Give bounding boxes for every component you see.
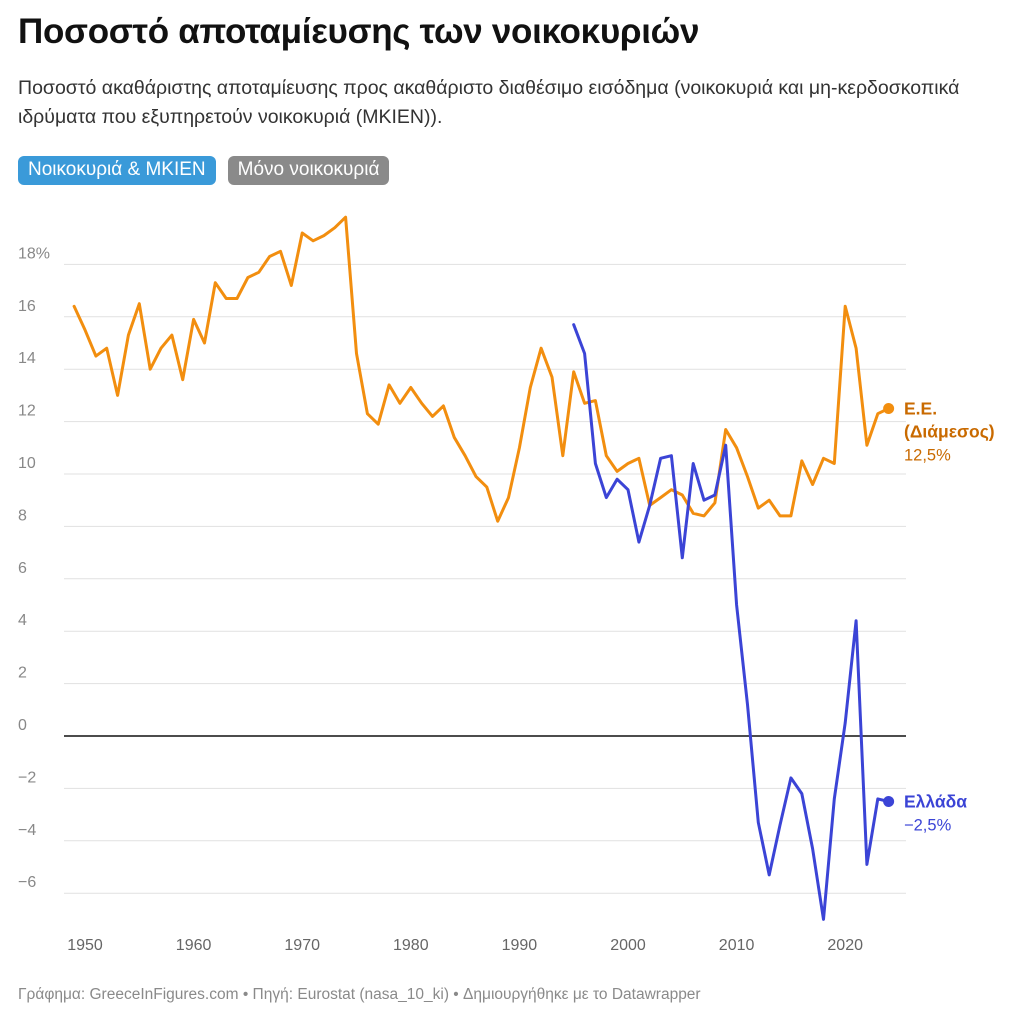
chart-title: Ποσοστό αποταμίευσης των νοικοκυριών bbox=[18, 12, 700, 51]
grid-lines bbox=[64, 263, 906, 894]
toggle-households-npish[interactable]: Νοικοκυριά & MKIEN bbox=[18, 156, 216, 185]
x-tick-label: 1990 bbox=[502, 937, 538, 954]
series-toggle-group: Νοικοκυριά & MKIEN Μόνο νοικοκυριά bbox=[18, 156, 390, 185]
series-lines bbox=[72, 215, 895, 921]
y-tick-label: 16 bbox=[18, 298, 36, 315]
series-line-1 bbox=[572, 323, 891, 921]
y-tick-label: 18% bbox=[18, 245, 50, 262]
series-name-label: Ελλάδα bbox=[904, 792, 967, 812]
x-tick-label: 1950 bbox=[67, 937, 103, 954]
series-labels: Ε.Ε. (Διάμεσος) 12,5% Ελλάδα −2,5% bbox=[904, 399, 995, 835]
chart-subtitle: Ποσοστό ακαθάριστης αποταμίευσης προς ακ… bbox=[18, 77, 960, 128]
series-name-label: (Διάμεσος) bbox=[904, 422, 995, 442]
y-tick-label: −6 bbox=[18, 874, 36, 891]
y-tick-label: 6 bbox=[18, 560, 27, 577]
y-tick-label: 2 bbox=[18, 665, 27, 682]
series-endpoint-1 bbox=[883, 796, 895, 807]
series-name-label: Ε.Ε. bbox=[904, 399, 937, 419]
y-tick-label: 0 bbox=[18, 717, 27, 734]
series-value-label: 12,5% bbox=[904, 447, 951, 465]
x-tick-label: 2000 bbox=[610, 937, 646, 954]
y-tick-label: 10 bbox=[18, 455, 36, 472]
y-tick-label: 4 bbox=[18, 612, 27, 629]
x-tick-label: 1960 bbox=[176, 937, 212, 954]
series-endpoint-0 bbox=[883, 403, 895, 414]
x-tick-label: 1980 bbox=[393, 937, 429, 954]
series-line-0 bbox=[72, 215, 891, 523]
x-tick-label: 2020 bbox=[827, 937, 863, 954]
y-tick-label: 14 bbox=[18, 350, 36, 367]
x-tick-label: 2010 bbox=[719, 937, 755, 954]
y-tick-label: −2 bbox=[18, 769, 36, 786]
y-tick-label: −4 bbox=[18, 822, 36, 839]
x-axis-ticks: 1950 1960 1970 1980 1990 2000 2010 2020 bbox=[67, 937, 863, 954]
toggle-households-only[interactable]: Μόνο νοικοκυριά bbox=[227, 156, 390, 185]
chart-footer: Γράφημα: GreeceInFigures.com • Πηγή: Eur… bbox=[18, 986, 701, 1003]
y-tick-label: 8 bbox=[18, 507, 27, 524]
y-tick-label: 12 bbox=[18, 403, 36, 420]
x-tick-label: 1970 bbox=[284, 937, 320, 954]
y-axis-ticks: 18% 16 14 12 10 8 6 4 2 0 −2 −4 −6 bbox=[18, 245, 50, 891]
series-value-label: −2,5% bbox=[904, 817, 952, 835]
